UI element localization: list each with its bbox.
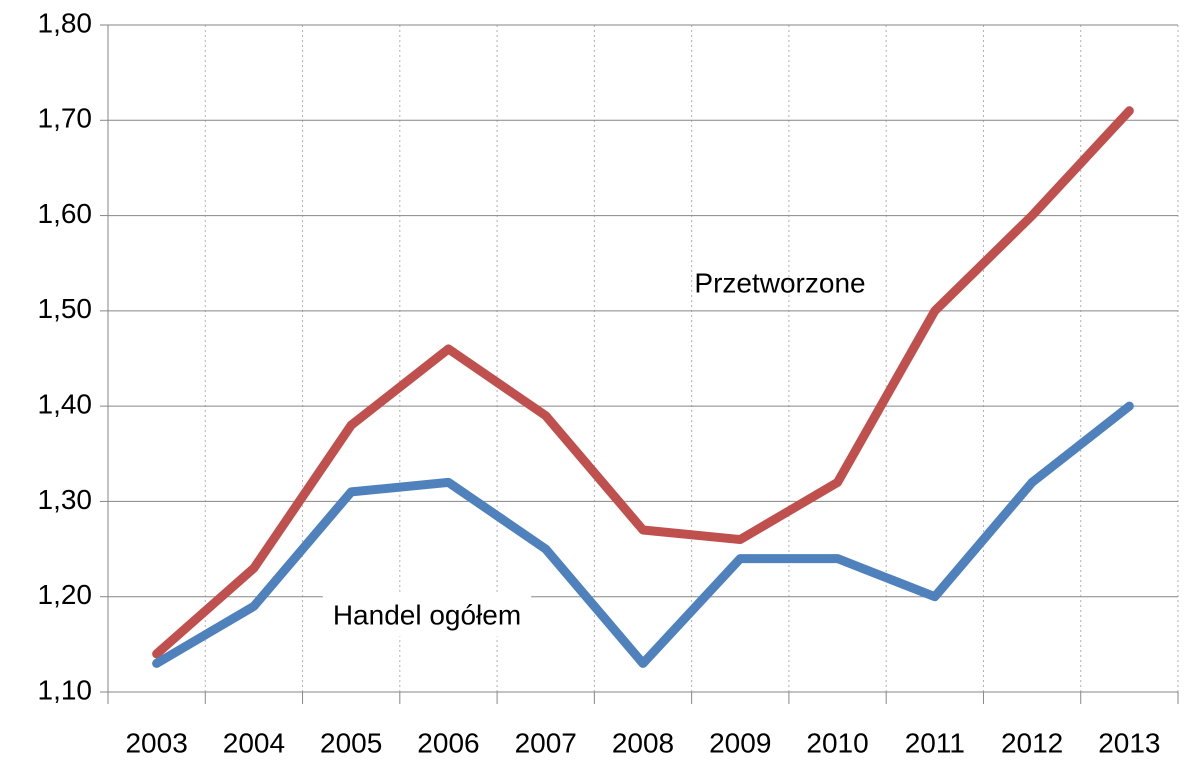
x-tick-label: 2007 — [515, 727, 577, 758]
y-tick-label: 1,50 — [38, 293, 93, 324]
x-tick-label: 2004 — [223, 727, 285, 758]
x-tick-label: 2009 — [709, 727, 771, 758]
x-tick-label: 2005 — [320, 727, 382, 758]
y-tick-label: 1,10 — [38, 674, 93, 705]
series-label: Handel ogółem — [333, 599, 521, 630]
x-tick-label: 2008 — [612, 727, 674, 758]
x-tick-label: 2011 — [905, 727, 965, 758]
x-tick-label: 2010 — [806, 727, 868, 758]
series-line — [152, 401, 1134, 668]
y-tick-label: 1,80 — [38, 7, 93, 38]
y-tick-label: 1,30 — [38, 484, 93, 515]
x-tick-label: 2006 — [417, 727, 479, 758]
series-line — [152, 106, 1134, 659]
label-background — [322, 593, 532, 637]
x-tick-label: 2003 — [125, 727, 187, 758]
y-tick-label: 1,60 — [38, 198, 93, 229]
x-tick-label: 2012 — [1001, 727, 1063, 758]
y-tick-label: 1,40 — [38, 389, 93, 420]
y-tick-label: 1,70 — [38, 103, 93, 134]
y-tick-label: 1,20 — [38, 579, 93, 610]
x-tick-label: 2013 — [1098, 727, 1160, 758]
series-label: Przetworzone — [694, 267, 865, 298]
